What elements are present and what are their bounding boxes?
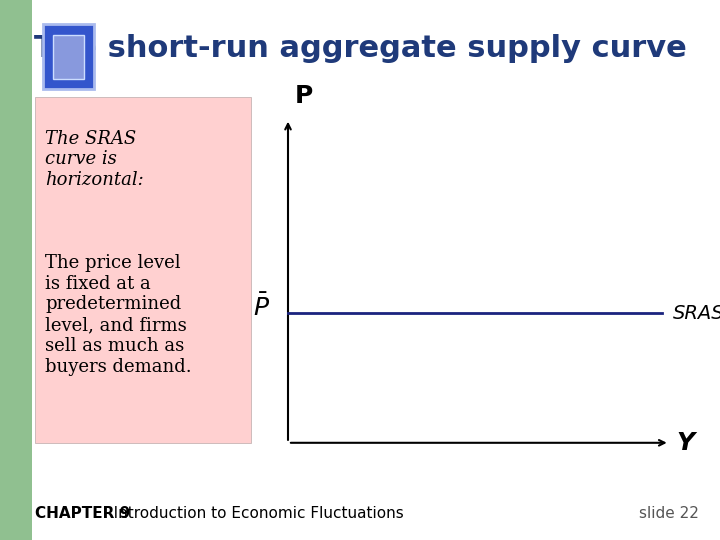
Text: The short-run aggregate supply curve: The short-run aggregate supply curve	[34, 34, 686, 63]
FancyBboxPatch shape	[35, 97, 251, 443]
FancyBboxPatch shape	[53, 35, 84, 79]
Text: The SRAS
curve is
horizontal:: The SRAS curve is horizontal:	[45, 130, 144, 189]
Text: CHAPTER 9: CHAPTER 9	[35, 505, 130, 521]
Text: Introduction to Economic Fluctuations: Introduction to Economic Fluctuations	[99, 505, 404, 521]
Text: slide 22: slide 22	[639, 505, 698, 521]
Text: The price level
is fixed at a
predetermined
level, and firms
sell as much as
buy: The price level is fixed at a predetermi…	[45, 254, 192, 376]
Text: SRAS: SRAS	[673, 303, 720, 323]
FancyBboxPatch shape	[0, 0, 32, 540]
Text: Y: Y	[677, 431, 695, 455]
Text: $\bar{P}$: $\bar{P}$	[253, 294, 270, 321]
FancyBboxPatch shape	[43, 24, 94, 89]
Text: P: P	[295, 84, 313, 108]
